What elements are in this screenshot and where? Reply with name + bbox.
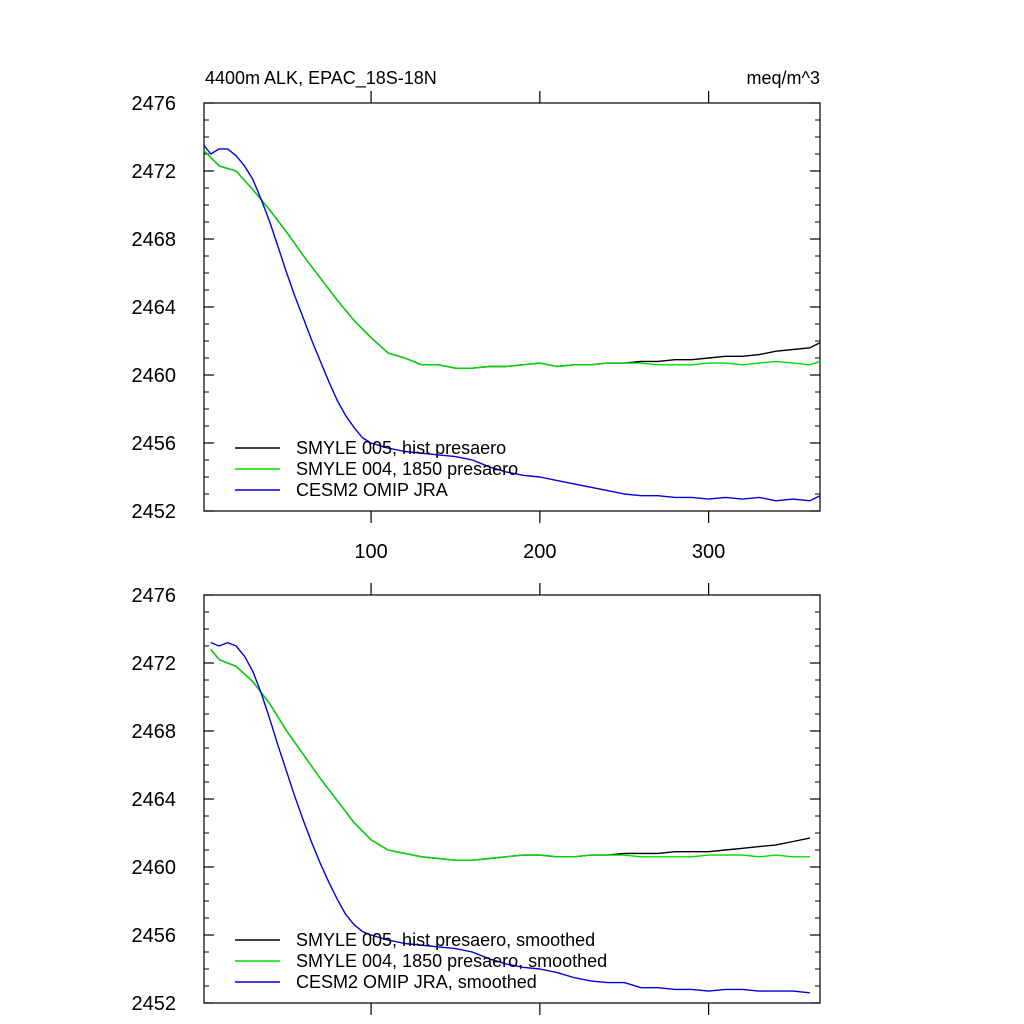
ytick-label: 2468 — [132, 721, 177, 743]
legend-label: CESM2 OMIP JRA, smoothed — [296, 972, 537, 992]
ytick-label: 2464 — [132, 789, 177, 811]
panel-bottom-legend: SMYLE 005, hist presaero, smoothedSMYLE … — [235, 930, 607, 992]
series-line — [210, 648, 810, 861]
legend-label: SMYLE 005, hist presaero — [296, 438, 506, 458]
legend-label: CESM2 OMIP JRA — [296, 480, 448, 500]
xtick-label: 100 — [354, 541, 387, 563]
xtick-label: 200 — [523, 541, 556, 563]
panel-top-ticks: 2452 2456 2460 2464 2468 2472 2476 100 200 300 — [132, 91, 820, 563]
legend-label: SMYLE 004, 1850 presaero, smoothed — [296, 951, 607, 971]
ytick-label: 2476 — [132, 585, 177, 607]
legend-label: SMYLE 004, 1850 presaero — [296, 459, 518, 479]
series-line — [203, 150, 821, 369]
panel-bottom-ticks: 2452 2456 2460 2464 2468 2472 2476 — [132, 583, 820, 1015]
ytick-label: 2456 — [132, 433, 177, 455]
panel-top-series — [203, 145, 821, 502]
ytick-label: 2460 — [132, 365, 177, 387]
series-line — [210, 648, 811, 861]
ytick-label: 2452 — [132, 501, 177, 523]
ytick-label: 2460 — [132, 857, 177, 879]
ytick-label: 2476 — [132, 93, 177, 115]
panel-top: 4400m ALK, EPAC_18S-18N meq/m^3 2452 2456… — [132, 68, 821, 563]
ytick-label: 2468 — [132, 229, 177, 251]
legend-label: SMYLE 005, hist presaero, smoothed — [296, 930, 595, 950]
series-line — [210, 641, 810, 994]
xtick-label: 300 — [692, 541, 725, 563]
panel-top-title-left: 4400m ALK, EPAC_18S-18N — [205, 68, 437, 89]
ytick-label: 2472 — [132, 161, 177, 183]
ytick-label: 2452 — [132, 993, 177, 1015]
series-line — [203, 150, 821, 369]
panel-top-title-right: meq/m^3 — [747, 68, 820, 88]
panel-bottom-series — [210, 641, 811, 994]
series-line — [203, 145, 821, 502]
panel-bottom: 2452 2456 2460 2464 2468 2472 2476 SMYLE 005, … — [132, 583, 821, 1015]
ytick-label: 2456 — [132, 925, 177, 947]
ytick-label: 2472 — [132, 653, 177, 675]
ytick-label: 2464 — [132, 297, 177, 319]
